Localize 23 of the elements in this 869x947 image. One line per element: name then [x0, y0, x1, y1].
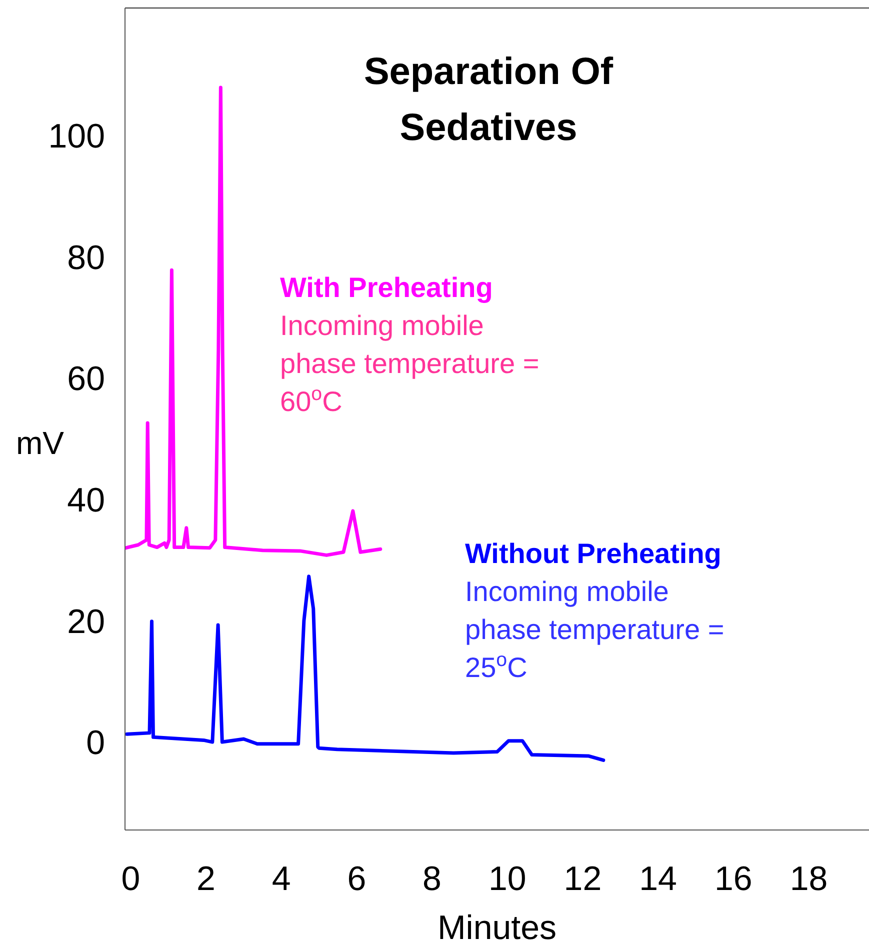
annotation: Incoming mobile phase temperature = 60$^{o}$C: [280, 310, 540, 417]
x-tick-label: 0: [121, 860, 140, 898]
y-tick-label: 20: [67, 602, 105, 641]
y-axis-title: mV: [16, 425, 65, 461]
x-tick-label: 12: [564, 860, 602, 898]
text: Separation Of Sedatives: [364, 51, 614, 149]
x-tick-label: 16: [714, 860, 752, 898]
x-tick-label: 6: [347, 860, 366, 898]
x-tick-label: 4: [272, 860, 291, 898]
y-tick-label: 60: [67, 360, 105, 398]
annotation: Incoming mobile phase temperature = 25$^{o}$C: [465, 576, 724, 683]
x-tick-label: 8: [422, 860, 442, 898]
y-tick-label: 100: [48, 117, 105, 156]
y-tick-label: 40: [67, 481, 105, 520]
x-tick-label: 14: [639, 860, 677, 898]
y-tick-label: 80: [67, 238, 105, 277]
y-tick-label: 0: [86, 724, 105, 762]
text: Without Preheating: [465, 538, 722, 569]
x-tick-label: 18: [790, 860, 828, 898]
x-tick-label: 10: [488, 860, 526, 898]
text: With Preheating: [280, 272, 493, 303]
x-axis-title: Minutes: [437, 909, 557, 947]
x-tick-label: 2: [196, 860, 216, 898]
